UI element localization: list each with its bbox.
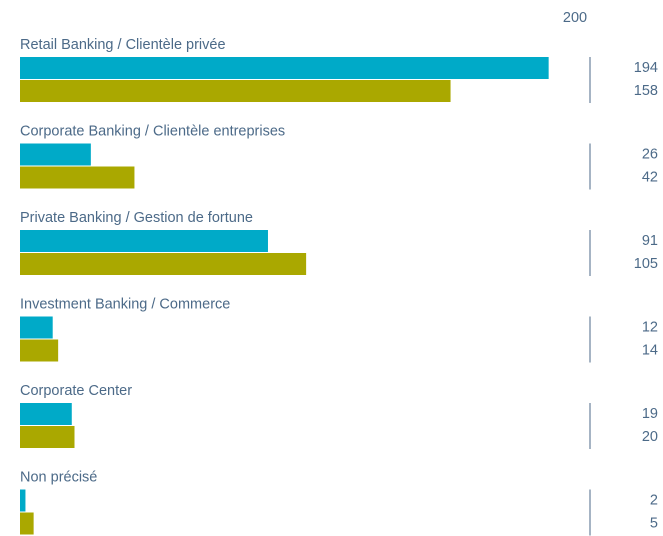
bar [20,426,75,448]
value-label: 158 [634,83,658,99]
category-label: Corporate Banking / Clientèle entreprise… [20,123,285,139]
value-label: 12 [642,319,658,335]
category-label: Retail Banking / Clientèle privée [20,37,226,53]
bar [20,512,34,535]
bar [20,403,72,425]
value-label: 20 [642,429,658,445]
bar [20,339,59,362]
bar [20,80,451,102]
value-label: 105 [634,256,658,272]
value-label: 26 [642,146,658,162]
bar [20,230,268,252]
category-label: Corporate Center [20,383,132,399]
bar [20,316,53,339]
value-label: 14 [642,342,658,358]
value-label: 194 [634,60,658,76]
category-label: Investment Banking / Commerce [20,296,230,312]
value-label: 2 [650,492,658,508]
value-label: 5 [650,515,658,531]
bar [20,253,307,275]
value-label: 42 [642,169,658,185]
bar [20,489,26,512]
bar [20,143,91,166]
bar [20,57,549,79]
x-tick-label: 200 [563,10,587,26]
bar [20,166,135,189]
value-label: 19 [642,406,658,422]
category-label: Private Banking / Gestion de fortune [20,210,253,226]
category-label: Non précisé [20,469,97,485]
value-label: 91 [642,233,658,249]
